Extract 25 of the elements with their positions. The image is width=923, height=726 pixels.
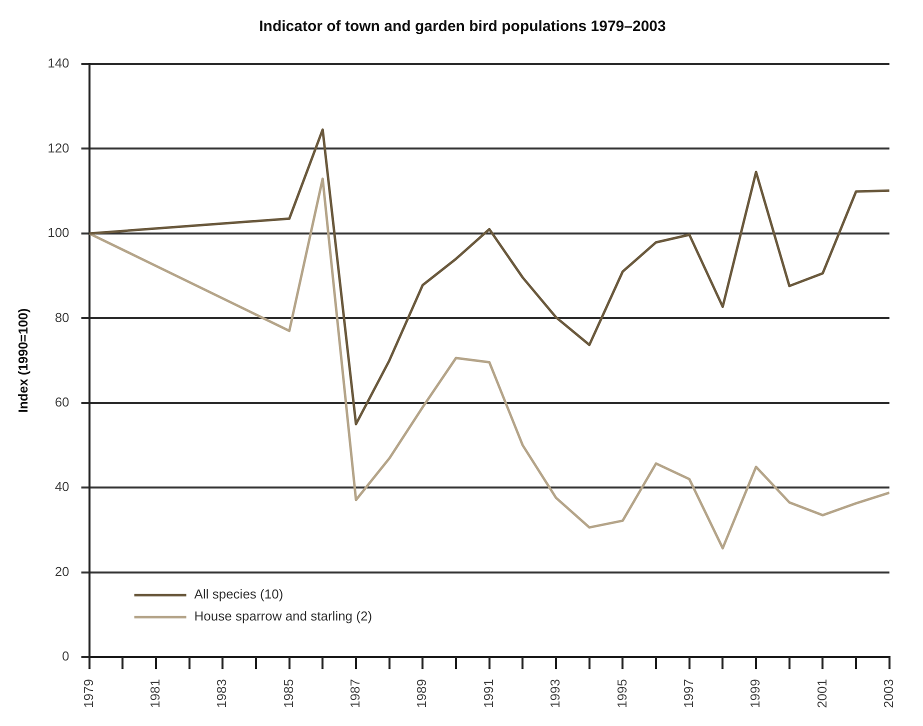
x-tick-label: 1985: [280, 679, 296, 708]
y-tick-label: 100: [48, 225, 70, 240]
y-tick-label: 140: [48, 56, 70, 71]
y-axis-title: Index (1990=100): [15, 308, 30, 413]
y-tick-label: 0: [62, 648, 70, 664]
x-tick-label: 1991: [480, 679, 496, 708]
y-tick-label: 80: [54, 310, 70, 325]
y-tick-label: 60: [54, 394, 70, 410]
x-tick-label: 2001: [814, 679, 830, 708]
x-tick-label: 1999: [748, 679, 763, 708]
x-tick-label: 1997: [680, 679, 696, 708]
legend-label: House sparrow and starling (2): [194, 608, 372, 624]
x-tick-label: 1995: [614, 679, 630, 708]
chart-title: Indicator of town and garden bird populations 1979–2003: [259, 18, 666, 36]
y-tick-label: 20: [54, 564, 70, 579]
x-tick-label: 1979: [80, 679, 96, 708]
x-tick-label: 1989: [414, 679, 430, 708]
x-tick-label: 1983: [214, 679, 230, 708]
legend-label: All species (10): [194, 586, 284, 602]
y-tick-label: 120: [48, 140, 70, 156]
x-tick-label: 2003: [880, 679, 896, 708]
x-tick-label: 1981: [148, 679, 163, 708]
y-tick-label: 40: [54, 479, 70, 494]
x-tick-label: 1987: [348, 679, 363, 708]
x-tick-label: 1993: [548, 679, 563, 708]
